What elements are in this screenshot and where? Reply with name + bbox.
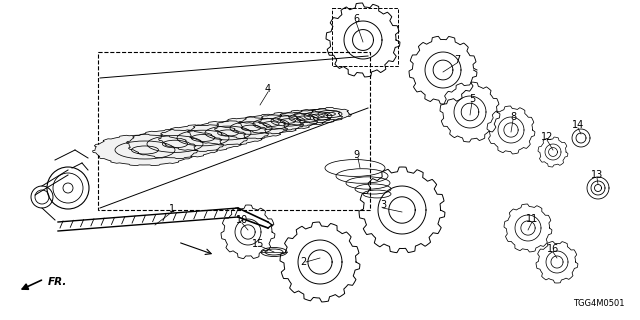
Text: 16: 16 xyxy=(547,244,559,254)
Text: 4: 4 xyxy=(265,84,271,94)
Text: 7: 7 xyxy=(454,55,460,65)
Text: 3: 3 xyxy=(380,200,386,210)
Text: 11: 11 xyxy=(526,214,538,224)
Ellipse shape xyxy=(161,125,245,151)
Text: 9: 9 xyxy=(353,150,359,160)
Ellipse shape xyxy=(190,122,266,144)
Text: 6: 6 xyxy=(353,14,359,24)
Ellipse shape xyxy=(311,108,349,120)
Ellipse shape xyxy=(261,113,315,129)
Bar xyxy=(332,8,398,66)
Text: 1: 1 xyxy=(169,204,175,214)
Ellipse shape xyxy=(296,109,340,123)
Ellipse shape xyxy=(95,135,195,165)
Ellipse shape xyxy=(217,118,285,138)
Text: FR.: FR. xyxy=(48,277,67,287)
Text: 15: 15 xyxy=(252,239,264,249)
Ellipse shape xyxy=(280,111,328,125)
Text: TGG4M0501: TGG4M0501 xyxy=(573,299,625,308)
Text: 10: 10 xyxy=(236,215,248,225)
Text: 13: 13 xyxy=(591,170,603,180)
Ellipse shape xyxy=(129,130,221,158)
Text: 12: 12 xyxy=(541,132,553,142)
Text: 5: 5 xyxy=(469,94,475,104)
Ellipse shape xyxy=(241,115,301,133)
Text: 2: 2 xyxy=(300,257,306,267)
Text: 8: 8 xyxy=(510,112,516,122)
Text: 14: 14 xyxy=(572,120,584,130)
Bar xyxy=(98,52,370,210)
